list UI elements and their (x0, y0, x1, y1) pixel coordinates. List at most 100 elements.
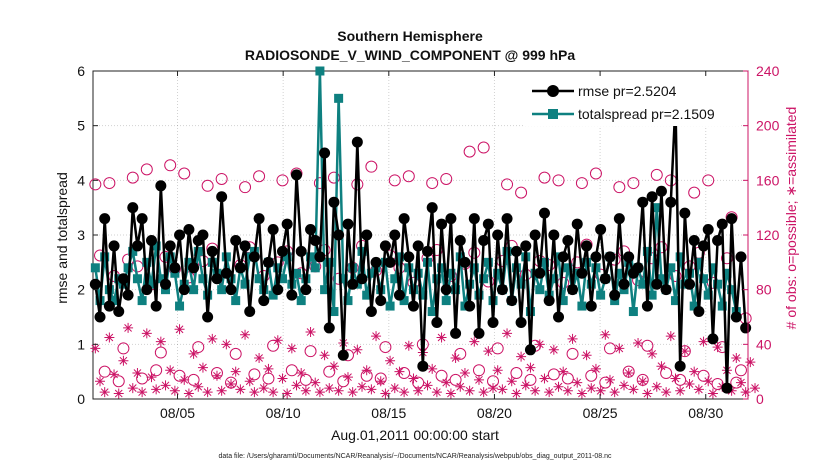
assimilated-point (609, 387, 620, 398)
assimilated-point (675, 385, 686, 396)
totalspread-point (240, 279, 250, 289)
assimilated-point (473, 374, 484, 385)
possible-point (599, 376, 612, 389)
rmse-point (407, 300, 419, 312)
y-right-tick-label: 120 (756, 227, 780, 243)
assimilated-point (394, 366, 405, 377)
y-right-tick-label: 0 (756, 391, 764, 407)
rmse-point (375, 295, 387, 307)
possible-point (463, 145, 476, 158)
assimilated-point (305, 327, 316, 338)
assimilated-point (544, 387, 555, 398)
assimilated-point (403, 340, 414, 351)
rmse-point (164, 240, 176, 252)
possible-point (98, 365, 111, 378)
possible-point (126, 171, 139, 184)
possible-point (178, 167, 191, 180)
rmse-point (482, 218, 494, 230)
assimilated-point (614, 343, 625, 354)
totalspread-point (656, 274, 666, 284)
possible-point (337, 375, 350, 388)
rmse-point (651, 278, 663, 290)
rmse-point (562, 234, 574, 246)
totalspread-point (408, 285, 418, 295)
assimilated-point (300, 385, 311, 396)
rmse-point (127, 202, 139, 214)
totalspread-point (535, 285, 545, 295)
assimilated-point (113, 388, 124, 399)
possible-point (552, 174, 565, 187)
possible-point (510, 367, 523, 380)
totalspread-point (268, 290, 278, 300)
rmse-point (103, 300, 115, 312)
rmse-point (716, 218, 728, 230)
rmse-point (202, 311, 214, 323)
totalspread-point (493, 268, 503, 278)
rmse-point (122, 289, 134, 301)
rmse-point (206, 245, 218, 257)
totalspread-point (385, 301, 395, 311)
rmse-point (707, 333, 719, 345)
rmse-point (337, 349, 349, 361)
possible-point (150, 364, 163, 377)
assimilated-point (375, 376, 386, 387)
assimilated-point (633, 337, 644, 348)
rmse-point (426, 202, 438, 214)
assimilated-point (188, 348, 199, 359)
assimilated-point (581, 350, 592, 361)
rmse-point (300, 284, 312, 296)
totalspread-point (156, 274, 166, 284)
possible-point (688, 186, 701, 199)
assimilated-point (141, 328, 152, 339)
assimilated-point (604, 374, 615, 385)
assimilated-point (464, 385, 475, 396)
possible-point (89, 178, 102, 191)
assimilated-point (165, 365, 176, 376)
rmse-point (613, 213, 625, 225)
rmse-point (225, 284, 237, 296)
rmse-point (286, 289, 298, 301)
totalspread-point (231, 296, 241, 306)
assimilated-point (731, 353, 742, 363)
rmse-point (702, 224, 714, 236)
totalspread-point (596, 290, 606, 300)
assimilated-point (151, 384, 162, 395)
assimilated-point (216, 385, 227, 396)
rmse-point (567, 284, 579, 296)
possible-point (103, 177, 116, 190)
assimilated-point (684, 378, 695, 389)
assimilated-point (698, 336, 709, 347)
totalspread-point (558, 296, 568, 306)
rmse-point (370, 256, 382, 268)
totalspread-point (446, 268, 456, 278)
assimilated-point (291, 380, 302, 391)
assimilated-point (366, 384, 377, 395)
rmse-point (183, 224, 195, 236)
legend-totalspread-marker (548, 109, 558, 119)
rmse-point (267, 224, 279, 236)
assimilated-point (254, 353, 265, 363)
totalspread-point (315, 66, 325, 76)
assimilated-point (258, 383, 269, 394)
assimilated-point (488, 383, 499, 394)
rmse-point (333, 229, 345, 241)
rmse-point (145, 234, 157, 246)
rmse-point (211, 273, 223, 285)
totalspread-point (432, 274, 442, 284)
totalspread-point (703, 290, 713, 300)
assimilated-point (137, 387, 148, 398)
rmse-point (473, 327, 485, 339)
assimilated-point (249, 387, 260, 398)
rmse-point (735, 251, 747, 263)
y-axis-label-right: # of obs: o=possible; ∗=assimilated (783, 107, 799, 330)
assimilated-point (497, 384, 508, 395)
assimilated-point (127, 383, 138, 394)
assimilated-point (707, 388, 718, 399)
assimilated-point (90, 343, 101, 354)
assimilated-point (478, 387, 489, 398)
rmse-point (272, 284, 284, 296)
possible-point (276, 174, 289, 187)
chart-subtitle: RADIOSONDE_V_WIND_COMPONENT @ 999 hPa (245, 47, 575, 63)
assimilated-point (146, 372, 157, 383)
totalspread-point (549, 274, 559, 284)
